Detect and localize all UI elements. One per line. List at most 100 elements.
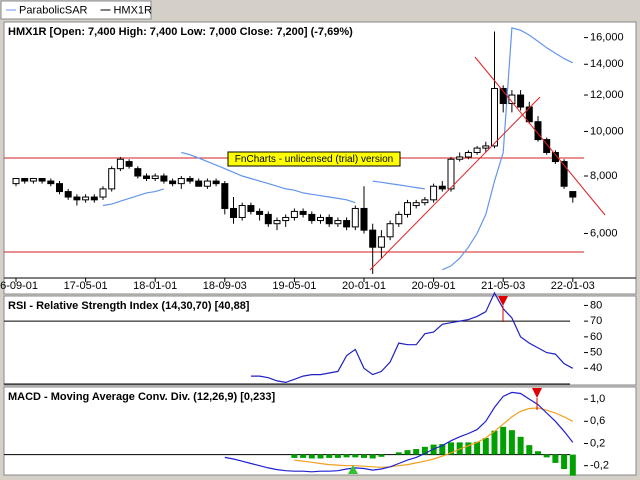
candle-body bbox=[325, 216, 333, 225]
candle-body bbox=[12, 178, 20, 185]
x-tick-label: 18-09-03 bbox=[203, 280, 247, 292]
candle-body bbox=[38, 178, 46, 182]
y-tick-label: 40 bbox=[590, 362, 602, 374]
candle-body bbox=[560, 161, 568, 187]
histogram-bar bbox=[352, 454, 359, 458]
candle-body bbox=[230, 207, 237, 218]
candle-body bbox=[21, 178, 29, 182]
sar-line bbox=[102, 27, 574, 271]
candle-body bbox=[377, 236, 385, 248]
histogram-bar bbox=[343, 454, 350, 458]
y-tick-label: 14,000 bbox=[590, 58, 624, 70]
candle-body bbox=[473, 147, 481, 153]
buy-signal bbox=[348, 465, 358, 474]
histogram-bar bbox=[482, 437, 489, 455]
histogram-bar bbox=[395, 452, 402, 455]
signal-line bbox=[294, 407, 574, 468]
histogram-bar bbox=[317, 454, 324, 459]
candle-body bbox=[386, 223, 394, 238]
x-tick-label: 20-09-01 bbox=[412, 280, 456, 292]
candle-body bbox=[160, 175, 168, 182]
y-tick-label: -0,2 bbox=[590, 460, 609, 472]
histogram-bar bbox=[291, 454, 298, 458]
candle-body bbox=[395, 213, 403, 225]
histogram-bar bbox=[448, 442, 454, 455]
candle-body bbox=[82, 196, 90, 201]
candle-body bbox=[143, 175, 150, 180]
candle-body bbox=[491, 87, 498, 147]
histogram-bar bbox=[334, 454, 341, 458]
histogram-bar bbox=[561, 454, 568, 470]
macd-pane bbox=[3, 386, 637, 476]
candle-body bbox=[438, 185, 446, 190]
candle-body bbox=[282, 216, 290, 222]
candle-body bbox=[543, 139, 551, 153]
y-tick-label: 6,000 bbox=[590, 227, 618, 239]
trend-line bbox=[369, 96, 541, 271]
y-tick-label: 0,6 bbox=[590, 415, 605, 427]
candle-body bbox=[464, 151, 472, 158]
histogram-bar bbox=[569, 454, 576, 476]
candle-body bbox=[264, 213, 272, 225]
x-tick-label: 20-01-01 bbox=[342, 280, 386, 292]
candle-body bbox=[525, 106, 533, 123]
candle-body bbox=[256, 210, 264, 215]
histogram-bar bbox=[369, 454, 376, 459]
candle-body bbox=[108, 168, 116, 190]
candle-body bbox=[151, 175, 159, 180]
candle-body bbox=[134, 168, 142, 177]
y-tick-label: 10,000 bbox=[590, 125, 624, 137]
candle-body bbox=[247, 205, 255, 212]
histogram-bar bbox=[517, 436, 524, 455]
candle-body bbox=[186, 178, 194, 182]
trend-line bbox=[474, 56, 606, 216]
legend-label: HMX1R bbox=[113, 4, 152, 16]
histogram-bar bbox=[500, 426, 507, 455]
candle-body bbox=[308, 213, 316, 222]
candle-body bbox=[125, 161, 133, 167]
rsi-line bbox=[250, 291, 574, 384]
x-tick-label: 18-01-01 bbox=[133, 280, 177, 292]
y-tick-label: 8,000 bbox=[590, 170, 618, 182]
histogram-bar bbox=[491, 430, 498, 455]
candle-body bbox=[421, 199, 429, 204]
candle-body bbox=[90, 196, 98, 201]
candle-body bbox=[273, 220, 281, 225]
candle-body bbox=[317, 216, 324, 222]
histogram-bar bbox=[508, 430, 515, 455]
candle-body bbox=[508, 94, 516, 105]
candle-body bbox=[343, 220, 351, 228]
histogram-bar bbox=[474, 441, 481, 455]
candle-body bbox=[221, 183, 229, 209]
candle-body bbox=[56, 183, 63, 193]
legend-box bbox=[0, 0, 152, 20]
y-tick-label: 50 bbox=[590, 346, 602, 358]
candle-body bbox=[517, 94, 525, 108]
histogram-bar bbox=[421, 446, 428, 455]
histogram-bar bbox=[326, 454, 333, 458]
candle-body bbox=[430, 185, 438, 201]
histogram-bar bbox=[439, 444, 446, 455]
histogram-bar bbox=[413, 449, 420, 455]
x-tick-label: 21-05-03 bbox=[481, 280, 525, 292]
x-tick-label: 16-09-01 bbox=[0, 280, 38, 292]
y-tick-label: 12,000 bbox=[590, 89, 624, 101]
y-tick-label: 60 bbox=[590, 331, 602, 343]
candle-body bbox=[64, 191, 72, 198]
histogram-bar bbox=[308, 454, 315, 459]
candle-body bbox=[360, 207, 368, 231]
candle-body bbox=[369, 229, 377, 248]
histogram-bar bbox=[543, 454, 550, 458]
candle-body bbox=[177, 178, 185, 185]
histogram-bar bbox=[465, 442, 472, 455]
watermark-box bbox=[227, 151, 401, 167]
x-tick-label: 17-05-01 bbox=[64, 280, 108, 292]
candle-body bbox=[456, 156, 464, 160]
x-tick-label: 22-01-03 bbox=[551, 280, 595, 292]
histogram-bar bbox=[378, 454, 385, 457]
y-tick-label: 70 bbox=[590, 315, 602, 327]
histogram-bar bbox=[361, 454, 367, 458]
candle-body bbox=[482, 145, 490, 149]
